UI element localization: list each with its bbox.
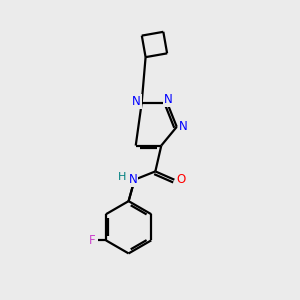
Text: N: N	[129, 172, 137, 186]
Text: N: N	[164, 93, 173, 106]
Text: N: N	[179, 120, 188, 133]
Text: H: H	[118, 172, 126, 182]
Text: N: N	[132, 95, 141, 108]
Text: F: F	[89, 234, 96, 247]
Text: O: O	[176, 173, 185, 186]
